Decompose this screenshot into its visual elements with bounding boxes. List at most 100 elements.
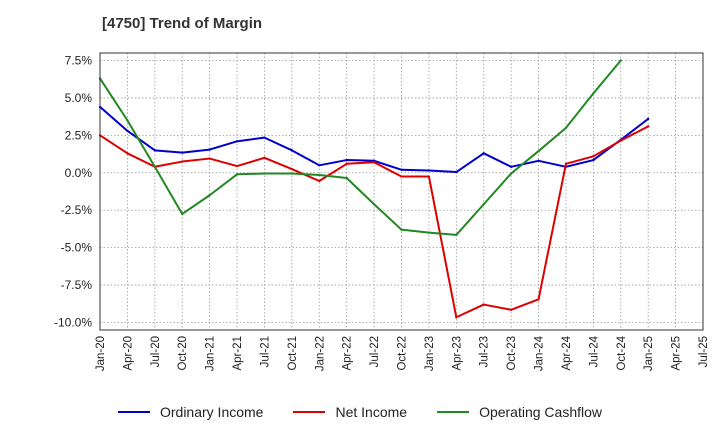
data-point-operating-cashflow — [345, 176, 348, 180]
y-tick-label: 2.5% — [65, 128, 93, 142]
x-tick-label: Oct-24 — [616, 335, 628, 370]
x-tick-label: Oct-22 — [397, 336, 409, 371]
data-point-ordinary-income — [263, 136, 266, 139]
data-point-net-income — [372, 161, 376, 164]
x-tick-label: Apr-21 — [232, 336, 244, 371]
data-point-ordinary-income — [126, 129, 129, 133]
data-point-operating-cashflow — [592, 92, 595, 95]
data-point-operating-cashflow — [537, 149, 540, 153]
x-tick-label: Apr-20 — [122, 336, 134, 371]
data-point-net-income — [263, 156, 266, 160]
x-tick-label: Apr-22 — [342, 336, 354, 371]
data-point-operating-cashflow — [290, 172, 294, 175]
x-tick-label: Apr-25 — [671, 336, 683, 371]
data-point-operating-cashflow — [619, 59, 622, 62]
gridlines — [100, 53, 703, 330]
y-axis-ticks: 7.5% 5.0% 2.5% 0.0% -2.5% -5.0% -7.5% -10.0% — [54, 53, 92, 329]
plot-border — [99, 52, 704, 331]
x-tick-label: Jan-21 — [205, 336, 217, 371]
chart-title: [4750] Trend of Margin — [102, 15, 263, 32]
data-point-net-income — [455, 316, 458, 319]
data-point-ordinary-income — [455, 170, 458, 174]
data-point-operating-cashflow — [208, 194, 211, 197]
legend-label-ordinary-income: Ordinary Income — [159, 404, 264, 420]
data-point-ordinary-income — [208, 148, 211, 151]
data-point-ordinary-income — [181, 151, 184, 154]
data-point-net-income — [181, 160, 184, 163]
legend: Ordinary Income Net Income Operating Cas… — [0, 404, 720, 420]
data-point-net-income — [564, 162, 568, 165]
data-point-net-income — [126, 152, 129, 155]
series-layer — [98, 59, 650, 319]
data-point-operating-cashflow — [126, 119, 129, 122]
x-tick-label: Oct-20 — [177, 336, 189, 371]
data-point-ordinary-income — [427, 169, 431, 172]
legend-label-net-income: Net Income — [335, 404, 408, 420]
x-tick-label: Jul-20 — [150, 336, 162, 367]
x-tick-label: Jul-22 — [369, 336, 381, 367]
legend-item-net-income: Net Income — [293, 404, 407, 420]
data-point-ordinary-income — [537, 159, 540, 163]
legend-swatch-net-income — [293, 411, 326, 413]
y-tick-label: -10.0% — [54, 316, 92, 330]
data-point-ordinary-income — [509, 165, 513, 168]
data-point-operating-cashflow — [564, 126, 568, 130]
data-point-net-income — [345, 162, 348, 165]
x-tick-label: Apr-23 — [451, 336, 463, 371]
x-tick-label: Jan-25 — [643, 336, 655, 371]
x-tick-label: Jul-25 — [698, 336, 710, 367]
series-line-operating-cashflow — [99, 59, 622, 236]
data-point-net-income — [646, 125, 650, 128]
y-tick-label: 0.0% — [65, 166, 93, 180]
data-point-ordinary-income — [400, 168, 403, 171]
data-point-net-income — [208, 157, 211, 160]
legend-swatch-ordinary-income — [117, 411, 150, 413]
data-point-operating-cashflow — [509, 172, 513, 175]
y-tick-label: -7.5% — [61, 278, 93, 292]
data-point-operating-cashflow — [400, 228, 403, 231]
data-point-operating-cashflow — [181, 212, 184, 216]
x-tick-label: Jul-24 — [588, 335, 600, 367]
data-point-net-income — [537, 298, 540, 301]
data-point-ordinary-income — [318, 164, 321, 167]
data-point-ordinary-income — [646, 117, 650, 121]
data-point-net-income — [400, 175, 403, 178]
y-tick-label: 5.0% — [65, 91, 93, 105]
x-tick-label: Jul-21 — [259, 336, 271, 367]
data-point-net-income — [427, 175, 431, 178]
data-point-ordinary-income — [290, 149, 294, 152]
x-tick-label: Oct-21 — [287, 336, 299, 371]
x-tick-label: Jan-23 — [424, 336, 436, 371]
x-tick-label: Oct-23 — [506, 336, 518, 371]
x-tick-label: Jan-22 — [314, 336, 326, 371]
data-point-ordinary-income — [345, 158, 348, 162]
x-tick-label: Jul-23 — [479, 336, 491, 367]
legend-label-operating-cashflow: Operating Cashflow — [479, 404, 603, 420]
data-point-ordinary-income — [153, 149, 157, 152]
x-tick-label: Jan-20 — [95, 336, 107, 371]
data-point-operating-cashflow — [427, 231, 431, 234]
x-tick-label: Jan-24 — [534, 335, 546, 371]
data-point-net-income — [290, 167, 294, 171]
legend-item-ordinary-income: Ordinary Income — [117, 404, 264, 420]
y-tick-label: 7.5% — [65, 53, 93, 67]
data-point-net-income — [619, 139, 622, 142]
data-point-net-income — [235, 164, 239, 168]
data-point-ordinary-income — [482, 152, 485, 155]
data-point-ordinary-income — [235, 140, 239, 143]
data-point-operating-cashflow — [153, 165, 157, 168]
legend-item-operating-cashflow: Operating Cashflow — [437, 404, 602, 420]
legend-swatch-operating-cashflow — [437, 411, 470, 413]
data-point-ordinary-income — [592, 158, 595, 162]
data-point-operating-cashflow — [318, 173, 321, 177]
data-point-net-income — [318, 179, 321, 183]
data-point-operating-cashflow — [482, 203, 485, 206]
y-tick-label: -5.0% — [61, 241, 93, 255]
data-point-operating-cashflow — [372, 203, 376, 206]
data-point-operating-cashflow — [455, 233, 458, 237]
data-point-net-income — [482, 303, 485, 306]
x-tick-label: Apr-24 — [561, 335, 573, 370]
y-tick-label: -2.5% — [61, 203, 93, 217]
data-point-operating-cashflow — [235, 173, 239, 176]
